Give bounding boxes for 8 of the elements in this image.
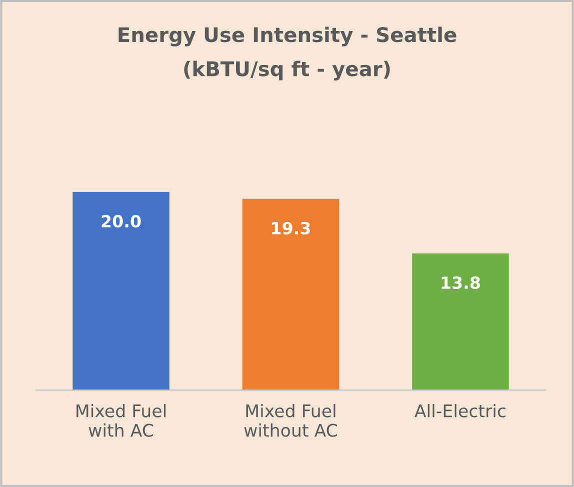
- data-label: 19.3: [272, 222, 310, 234]
- chart-title: Energy Use Intensity - Seattle: [118, 26, 456, 46]
- x-tick-label: Mixed Fuel with AC: [76, 404, 166, 437]
- data-label: 13.8: [442, 276, 480, 289]
- data-label: 20.0: [102, 214, 141, 228]
- chart-subtitle: (kBTU/sq ft - year): [184, 60, 390, 80]
- x-tick-label: All-Electric: [414, 404, 506, 418]
- x-tick-label: Mixed Fuel without AC: [244, 404, 338, 437]
